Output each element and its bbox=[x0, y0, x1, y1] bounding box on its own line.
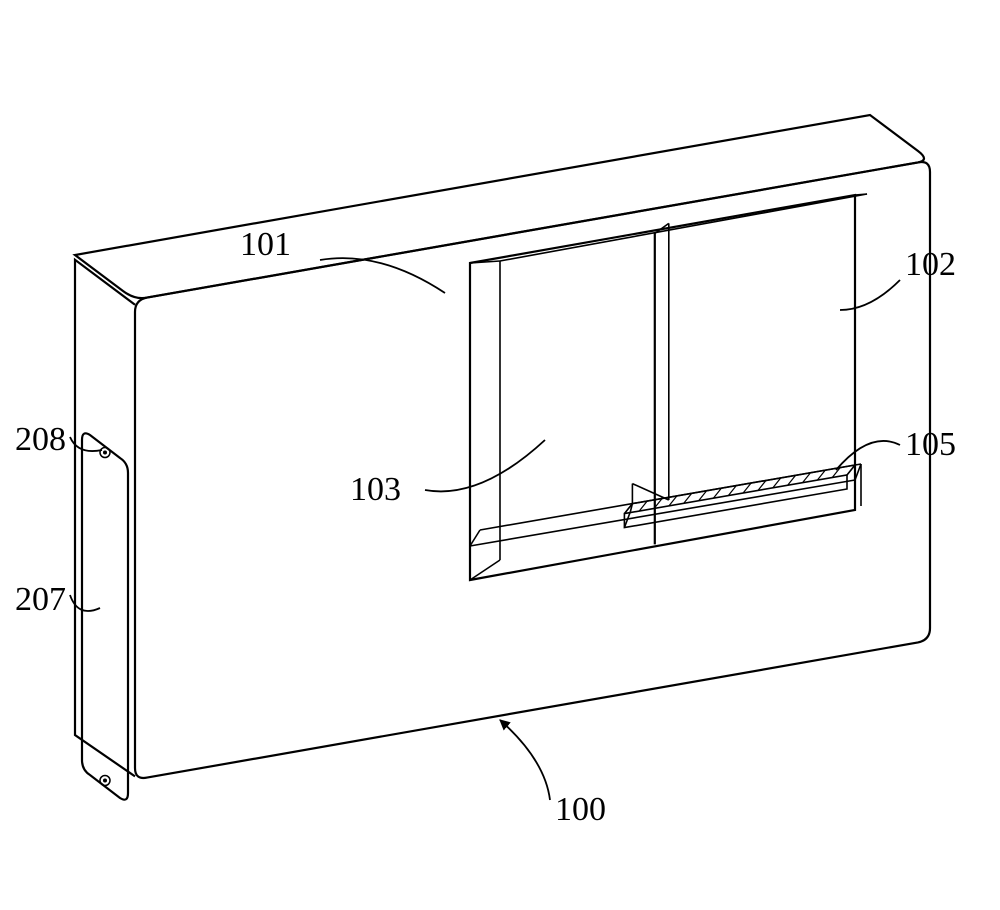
sill-front-lip bbox=[470, 480, 855, 546]
screw-bottom-dot bbox=[103, 779, 107, 783]
screw-top-dot bbox=[103, 451, 107, 455]
leader-105 bbox=[836, 441, 900, 470]
leader-102 bbox=[840, 280, 900, 310]
leader-103 bbox=[425, 440, 545, 491]
leader-100 bbox=[500, 720, 550, 800]
sill-depth-left bbox=[470, 530, 480, 546]
label-100: 100 bbox=[555, 791, 606, 828]
track-front bbox=[624, 475, 847, 528]
track-rear-link bbox=[632, 484, 668, 500]
label-103: 103 bbox=[350, 471, 401, 508]
label-105: 105 bbox=[905, 426, 956, 463]
label-102: 102 bbox=[905, 246, 956, 283]
label-207: 207 bbox=[15, 581, 66, 618]
track-notches bbox=[624, 465, 855, 514]
patent-figure: 101 102 103 105 100 207 208 bbox=[0, 0, 1000, 910]
wall-left-face bbox=[75, 260, 135, 777]
label-101: 101 bbox=[240, 226, 291, 263]
label-208: 208 bbox=[15, 421, 66, 458]
track-top bbox=[624, 465, 855, 514]
